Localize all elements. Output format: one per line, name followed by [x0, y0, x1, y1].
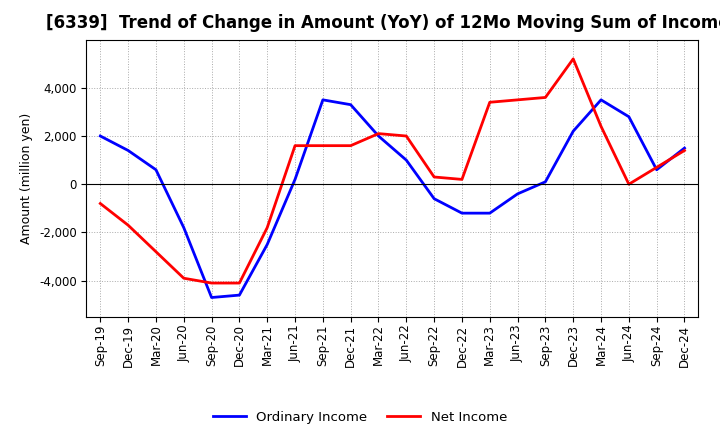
- Ordinary Income: [346, 102, 355, 107]
- Ordinary Income: [374, 133, 383, 139]
- Net Income: [569, 56, 577, 62]
- Net Income: [96, 201, 104, 206]
- Net Income: [235, 280, 243, 286]
- Ordinary Income: [541, 179, 550, 184]
- Net Income: [624, 182, 633, 187]
- Ordinary Income: [402, 158, 410, 163]
- Ordinary Income: [96, 133, 104, 139]
- Net Income: [513, 97, 522, 103]
- Net Income: [374, 131, 383, 136]
- Net Income: [680, 148, 689, 153]
- Ordinary Income: [485, 210, 494, 216]
- Ordinary Income: [179, 225, 188, 230]
- Net Income: [458, 177, 467, 182]
- Ordinary Income: [263, 242, 271, 247]
- Ordinary Income: [291, 177, 300, 182]
- Ordinary Income: [318, 97, 327, 103]
- Ordinary Income: [124, 148, 132, 153]
- Net Income: [430, 174, 438, 180]
- Ordinary Income: [458, 210, 467, 216]
- Legend: Ordinary Income, Net Income: Ordinary Income, Net Income: [207, 405, 513, 429]
- Net Income: [402, 133, 410, 139]
- Net Income: [652, 165, 661, 170]
- Ordinary Income: [624, 114, 633, 119]
- Ordinary Income: [652, 167, 661, 172]
- Line: Ordinary Income: Ordinary Income: [100, 100, 685, 297]
- Ordinary Income: [152, 167, 161, 172]
- Net Income: [541, 95, 550, 100]
- Title: [6339]  Trend of Change in Amount (YoY) of 12Mo Moving Sum of Incomes: [6339] Trend of Change in Amount (YoY) o…: [45, 15, 720, 33]
- Net Income: [152, 249, 161, 254]
- Ordinary Income: [235, 293, 243, 298]
- Net Income: [291, 143, 300, 148]
- Net Income: [318, 143, 327, 148]
- Net Income: [597, 124, 606, 129]
- Net Income: [485, 99, 494, 105]
- Ordinary Income: [513, 191, 522, 197]
- Net Income: [207, 280, 216, 286]
- Net Income: [263, 225, 271, 230]
- Line: Net Income: Net Income: [100, 59, 685, 283]
- Ordinary Income: [597, 97, 606, 103]
- Y-axis label: Amount (million yen): Amount (million yen): [20, 113, 33, 244]
- Ordinary Income: [569, 128, 577, 134]
- Ordinary Income: [680, 146, 689, 151]
- Net Income: [124, 223, 132, 228]
- Ordinary Income: [207, 295, 216, 300]
- Net Income: [179, 275, 188, 281]
- Net Income: [346, 143, 355, 148]
- Ordinary Income: [430, 196, 438, 202]
